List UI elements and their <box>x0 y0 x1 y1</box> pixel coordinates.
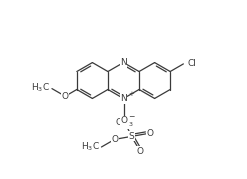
Text: N: N <box>120 58 127 67</box>
Text: −: − <box>128 112 135 121</box>
Text: H$_3$C: H$_3$C <box>81 141 100 153</box>
Text: O: O <box>111 135 118 144</box>
Text: H$_3$C: H$_3$C <box>31 81 50 94</box>
Text: CH$_3$: CH$_3$ <box>115 117 134 129</box>
Text: O: O <box>62 92 69 101</box>
Text: O: O <box>137 147 144 156</box>
Text: S: S <box>129 132 134 141</box>
Text: N: N <box>120 94 127 103</box>
Text: +: + <box>128 91 134 97</box>
Text: O: O <box>121 116 128 125</box>
Text: Cl: Cl <box>187 59 196 68</box>
Text: O: O <box>147 129 154 138</box>
